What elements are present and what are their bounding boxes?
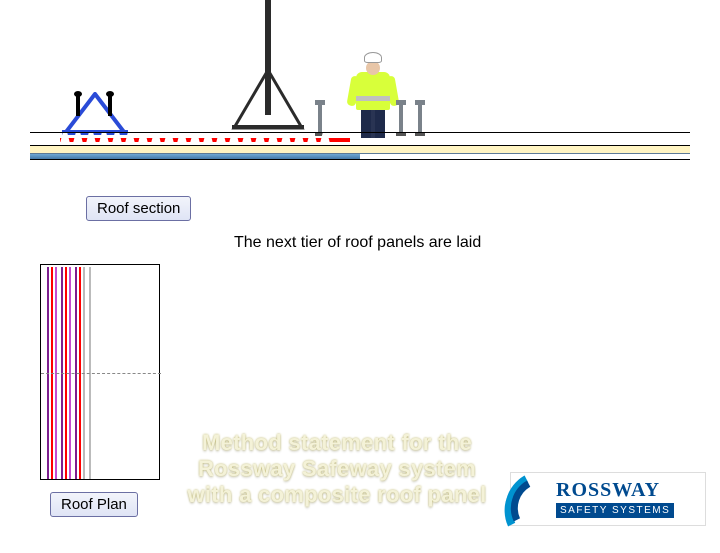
roof-section-diagram: [0, 0, 720, 175]
ridge-line: [41, 373, 161, 374]
hard-hat-icon: [364, 52, 382, 63]
method-statement-title: Method statement for the Rossway Safeway…: [162, 430, 512, 508]
crane-spreader: [230, 70, 306, 130]
method-line: with a composite roof panel: [162, 482, 512, 508]
logo-swoosh-icon: [511, 473, 553, 525]
panel-lifting-frame: [60, 92, 130, 137]
roof-deck: [30, 132, 690, 160]
frame-post: [108, 94, 112, 116]
rossway-logo: ROSSWAY SAFETY SYSTEMS: [510, 472, 706, 526]
method-line: Method statement for the: [162, 430, 512, 456]
safety-rail-post: [315, 100, 325, 136]
method-line: Rossway Safeway system: [162, 456, 512, 482]
logo-subtitle: SAFETY SYSTEMS: [556, 503, 674, 518]
roof-plan-label: Roof Plan: [50, 492, 138, 517]
safety-rail-post: [415, 100, 425, 136]
worker-figure: [348, 52, 398, 138]
roof-section-label: Roof section: [86, 196, 191, 221]
logo-brand: ROSSWAY: [556, 480, 705, 500]
frame-post: [76, 94, 80, 116]
safety-rail-post: [396, 100, 406, 136]
step-caption: The next tier of roof panels are laid: [234, 234, 481, 252]
roof-plan-diagram: [40, 264, 160, 480]
